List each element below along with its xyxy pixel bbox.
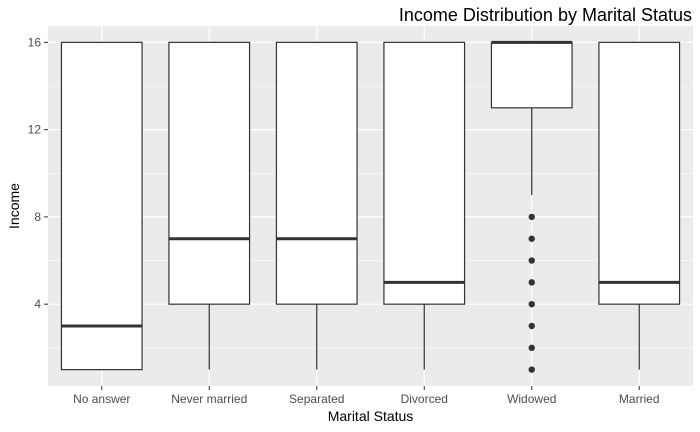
x-tick-label: Divorced — [401, 392, 448, 406]
y-tick-label: 12 — [28, 123, 42, 137]
plot-panel — [48, 26, 693, 386]
boxplot-never-married — [168, 41, 251, 370]
y-tick-label: 4 — [34, 297, 41, 311]
box — [275, 41, 358, 305]
chart-title: Income Distribution by Marital Status — [399, 5, 692, 25]
boxplot-separated — [275, 41, 358, 370]
outlier-point — [528, 213, 535, 221]
boxplot-married — [598, 41, 681, 370]
x-tick-label: No answer — [73, 392, 130, 406]
x-axis: No answer Never married Separated Divorced W… — [73, 386, 660, 406]
y-axis: 4 8 12 16 — [28, 35, 48, 311]
x-tick-label: Separated — [289, 392, 344, 406]
outlier-point — [528, 344, 535, 352]
y-tick-label: 8 — [34, 210, 41, 224]
y-tick-label: 16 — [28, 35, 42, 49]
box — [168, 41, 251, 305]
boxplot-divorced — [383, 41, 466, 370]
x-tick-label: Married — [619, 392, 660, 406]
outlier-point — [528, 235, 535, 242]
y-axis-title: Income — [6, 183, 22, 229]
box — [383, 41, 466, 305]
outlier-point — [528, 300, 535, 308]
boxplot-widowed — [490, 40, 573, 373]
outlier-point — [528, 257, 535, 264]
outlier-point — [528, 322, 535, 330]
box — [490, 41, 573, 109]
boxplots — [60, 40, 681, 373]
box — [598, 41, 681, 305]
x-tick-label: Never married — [171, 392, 247, 406]
box — [60, 41, 143, 371]
x-tick-label: Widowed — [507, 392, 556, 406]
x-axis-title: Marital Status — [328, 408, 414, 424]
outlier-point — [528, 366, 535, 373]
outlier-point — [528, 279, 535, 286]
boxplot-no-answer — [60, 41, 143, 371]
